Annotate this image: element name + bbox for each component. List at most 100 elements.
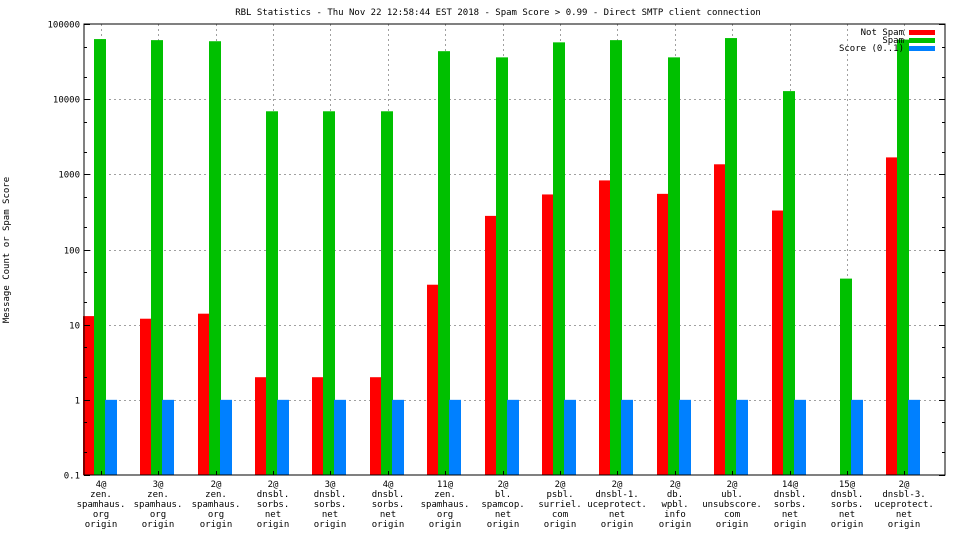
x-tick-label: surriel. (538, 500, 581, 510)
x-tick-label: 4@ (383, 480, 394, 490)
x-tick-label: origin (429, 520, 462, 530)
bar-not-spam-9 (599, 180, 611, 476)
x-tick-label: net (495, 510, 511, 520)
x-tick-label: net (782, 510, 798, 520)
x-tick-label: origin (200, 520, 233, 530)
bar-not-spam-1 (140, 318, 152, 475)
x-tick-label: 15@ (839, 480, 856, 490)
bar-spam-11 (725, 38, 737, 475)
x-tick-label: 2@ (498, 480, 509, 490)
plot-frame (83, 23, 946, 476)
bar-spam-0 (94, 39, 106, 476)
bar-score-0-1-13 (851, 399, 863, 475)
bar-spam-7 (496, 57, 508, 476)
bar-not-spam-2 (198, 313, 210, 475)
bar-score-0-1-8 (564, 399, 576, 475)
x-tick-label: sorbs. (257, 500, 290, 510)
x-tick-label: net (265, 510, 281, 520)
x-tick-label: zen. (434, 490, 456, 500)
x-tick-label: spamhaus. (192, 500, 241, 510)
x-tick-label: dnsbl. (831, 490, 864, 500)
x-tick-label: 2@ (211, 480, 222, 490)
legend-swatch (909, 46, 935, 51)
x-tick-label: 3@ (325, 480, 336, 490)
x-tick-label: org (93, 510, 109, 520)
x-tick-label: sorbs. (774, 500, 807, 510)
x-tick-label: origin (601, 520, 634, 530)
x-tick-label: sorbs. (314, 500, 347, 510)
bar-not-spam-5 (370, 377, 382, 475)
y-axis: 0.1 1 10 100 1000 10000 100000 (47, 21, 945, 482)
bar-score-0-1-12 (794, 399, 806, 475)
x-tick-label: dnsbl. (372, 490, 405, 500)
x-tick-label: 4@ (96, 480, 107, 490)
x-tick-label: uceprotect. (874, 500, 934, 510)
bar-not-spam-3 (255, 377, 267, 475)
bar-score-0-1-2 (220, 399, 232, 475)
x-tick-label: psbl. (546, 490, 573, 500)
bar-not-spam-8 (542, 194, 554, 475)
x-tick-label: 3@ (153, 480, 164, 490)
x-tick-label: 2@ (612, 480, 623, 490)
x-tick-label: dnsbl. (774, 490, 807, 500)
x-tick-label: origin (716, 520, 749, 530)
bar-score-0-1-7 (507, 399, 519, 475)
legend-swatch (909, 38, 935, 43)
legend-label: Score (0..1) (839, 44, 904, 54)
bar-not-spam-14 (886, 157, 898, 475)
x-tick-label: net (896, 510, 912, 520)
bar-spam-13 (840, 278, 852, 475)
bar-spam-12 (783, 91, 795, 476)
x-tick-label: 2@ (727, 480, 738, 490)
bar-spam-2 (209, 41, 221, 475)
y-tick-label: 1000 (58, 171, 80, 181)
x-tick-label: origin (888, 520, 921, 530)
y-tick-label: 10000 (53, 96, 80, 106)
y-tick-label: 100000 (47, 21, 80, 31)
bar-not-spam-10 (657, 193, 669, 475)
x-tick-label: origin (487, 520, 520, 530)
x-tick-label: origin (85, 520, 118, 530)
x-tick-label: origin (372, 520, 405, 530)
y-tick-label: 100 (64, 247, 80, 257)
bar-spam-10 (668, 57, 680, 476)
x-tick-label: sorbs. (372, 500, 405, 510)
x-tick-label: net (380, 510, 396, 520)
bar-not-spam-4 (312, 377, 324, 475)
bars (83, 38, 920, 476)
x-tick-label: wpbl. (661, 500, 688, 510)
x-tick-label: 11@ (437, 480, 454, 490)
x-tick-label: org (150, 510, 166, 520)
bar-score-0-1-6 (449, 399, 461, 475)
x-tick-label: ubl. (721, 490, 743, 500)
x-tick-label: zen. (205, 490, 227, 500)
bar-score-0-1-9 (621, 399, 633, 475)
x-tick-label: dnsbl-1. (595, 490, 638, 500)
bar-not-spam-0 (83, 316, 95, 475)
x-tick-label: org (437, 510, 453, 520)
x-tick-label: 2@ (555, 480, 566, 490)
x-tick-label: origin (659, 520, 692, 530)
legend-label: Not Spam (861, 28, 904, 38)
y-tick-label: 1 (75, 397, 80, 407)
chart-title: RBL Statistics - Thu Nov 22 12:58:44 EST… (235, 8, 761, 18)
bar-spam-8 (553, 42, 565, 476)
y-tick-label: 10 (69, 322, 80, 332)
x-tick-label: spamhaus. (77, 500, 126, 510)
bar-score-0-1-11 (736, 399, 748, 475)
bar-spam-6 (438, 51, 450, 476)
x-tick-label: com (552, 510, 568, 520)
x-tick-label: net (609, 510, 625, 520)
x-tick-label: origin (774, 520, 807, 530)
bar-not-spam-7 (485, 215, 497, 476)
bar-spam-1 (151, 40, 163, 475)
x-tick-label: origin (314, 520, 347, 530)
x-tick-label: sorbs. (831, 500, 864, 510)
x-tick-label: com (724, 510, 740, 520)
bar-spam-14 (897, 39, 909, 475)
legend-swatch (909, 30, 935, 35)
x-tick-label: origin (142, 520, 175, 530)
x-tick-label: spamhaus. (421, 500, 470, 510)
